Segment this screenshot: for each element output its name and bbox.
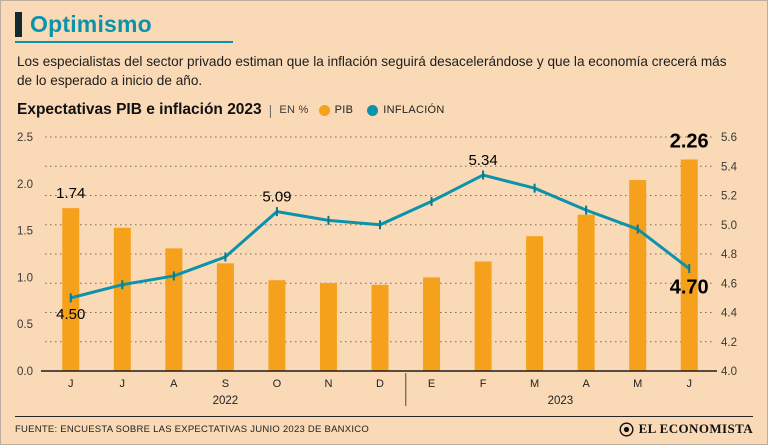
left-axis-tick: 1.0 bbox=[17, 272, 33, 284]
bar-pib bbox=[268, 279, 286, 371]
year-label: 2023 bbox=[548, 395, 574, 407]
month-label: D bbox=[376, 378, 384, 390]
bar-pib bbox=[577, 214, 595, 371]
bar-pib bbox=[113, 227, 131, 371]
chart-canvas: 2.5 2.0 1.5 1.0 0.5 0.0 5.6 5.4 5.2 5.0 4.8 4.6 4.4 4… bbox=[17, 130, 738, 407]
chart-area: 2.5 2.0 1.5 1.0 0.5 0.0 5.6 5.4 5.2 5.0 4.8 4.6 4.4 4… bbox=[15, 123, 767, 424]
brand-logo-icon bbox=[619, 421, 634, 437]
brand-name: EL ECONOMISTA bbox=[638, 421, 753, 436]
left-axis-tick: 2.0 bbox=[17, 178, 33, 190]
bar-pib bbox=[319, 282, 337, 371]
value-label: 4.50 bbox=[56, 305, 85, 322]
value-label: 5.09 bbox=[262, 188, 291, 205]
year-label: 2022 bbox=[213, 395, 239, 407]
right-axis-tick: 4.6 bbox=[721, 278, 737, 290]
bar-pib bbox=[474, 261, 492, 371]
bar-pib bbox=[62, 207, 80, 371]
right-axis-tick: 4.4 bbox=[721, 307, 738, 319]
month-label: N bbox=[324, 378, 332, 390]
right-axis-tick: 5.0 bbox=[721, 219, 737, 231]
bar-pib bbox=[371, 284, 389, 371]
legend-label-inflacion: INFLACIÓN bbox=[383, 104, 445, 117]
inflacion-dot-icon bbox=[367, 104, 379, 116]
bar-pib bbox=[423, 276, 441, 371]
footer: FUENTE: ENCUESTA SOBRE LAS EXPECTATIVAS … bbox=[15, 421, 753, 437]
intro-text: Los especialistas del sector privado est… bbox=[17, 54, 727, 89]
left-axis-tick: 0.5 bbox=[17, 319, 33, 331]
value-label: 5.34 bbox=[468, 152, 497, 169]
month-label: J bbox=[68, 378, 74, 390]
footer-divider bbox=[15, 416, 753, 417]
left-axis-tick: 0.0 bbox=[17, 366, 33, 378]
right-axis-tick: 4.8 bbox=[721, 249, 737, 261]
title-accent-bar bbox=[15, 12, 22, 37]
value-label: 4.70 bbox=[670, 276, 709, 298]
bar-pib bbox=[629, 179, 647, 371]
source-text: FUENTE: ENCUESTA SOBRE LAS EXPECTATIVAS … bbox=[15, 423, 369, 435]
month-label: S bbox=[222, 378, 229, 390]
month-label: M bbox=[633, 378, 642, 390]
value-label: 1.74 bbox=[56, 185, 85, 202]
month-label: A bbox=[582, 378, 590, 390]
month-label: J bbox=[686, 378, 692, 390]
title-row: Optimismo bbox=[15, 11, 753, 38]
pib-dot-icon bbox=[318, 104, 330, 116]
title-underline bbox=[15, 41, 233, 43]
title-separator: | bbox=[268, 102, 273, 119]
left-axis-tick: 2.5 bbox=[17, 132, 33, 144]
bar-pib bbox=[165, 247, 183, 371]
bar-pib bbox=[526, 235, 544, 371]
month-label: M bbox=[530, 378, 539, 390]
legend: PIB INFLACIÓN bbox=[318, 104, 445, 117]
page-title: Optimismo bbox=[30, 11, 152, 37]
header: Optimismo bbox=[1, 1, 767, 43]
right-axis-tick: 5.4 bbox=[721, 161, 738, 173]
month-label: J bbox=[120, 378, 126, 390]
chart-title: Expectativas PIB e inflación 2023 bbox=[17, 101, 262, 119]
month-label: O bbox=[273, 378, 282, 390]
line-inflacion bbox=[70, 173, 691, 299]
chart-header: Expectativas PIB e inflación 2023 | EN %… bbox=[17, 101, 751, 119]
month-label: A bbox=[170, 378, 178, 390]
bar-pib bbox=[216, 262, 234, 371]
right-axis-tick: 5.2 bbox=[721, 190, 737, 202]
left-axis-tick: 1.5 bbox=[17, 225, 33, 237]
unit-label: EN % bbox=[279, 104, 309, 117]
value-label: 2.26 bbox=[670, 130, 709, 152]
month-label: E bbox=[428, 378, 435, 390]
month-label: F bbox=[480, 378, 487, 390]
right-axis-tick: 5.6 bbox=[721, 132, 737, 144]
legend-label-pib: PIB bbox=[334, 104, 354, 117]
right-axis-tick: 4.2 bbox=[721, 336, 737, 348]
legend-item-pib: PIB bbox=[318, 104, 354, 117]
brand-logo: EL ECONOMISTA bbox=[619, 421, 753, 437]
legend-item-inflacion: INFLACIÓN bbox=[367, 104, 444, 116]
right-axis-tick: 4.0 bbox=[721, 366, 737, 378]
